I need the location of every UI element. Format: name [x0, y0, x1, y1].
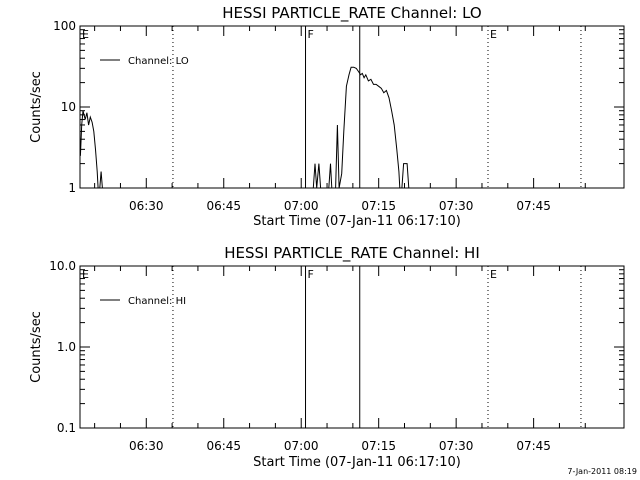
x-tick-label: 07:00 [284, 439, 319, 453]
event-marker-label: E [490, 268, 497, 281]
x-tick-label: 07:45 [516, 199, 551, 213]
legend-label: Channel: HI [128, 296, 186, 307]
x-tick-label: 06:45 [206, 439, 241, 453]
chart-title: HESSI PARTICLE_RATE Channel: HI [224, 244, 480, 263]
y-tick-label: 10 [61, 100, 76, 114]
footer-timestamp: 7-Jan-2011 08:19 [567, 467, 637, 476]
event-marker-label: E [82, 28, 89, 41]
y-tick-label: 1.0 [57, 340, 76, 354]
plot-frame [79, 265, 625, 429]
y-axis-label: Counts/sec [29, 71, 44, 143]
y-axis-label: Counts/sec [29, 311, 44, 383]
x-tick-label: 06:30 [129, 199, 164, 213]
legend-label: Channel: LO [128, 56, 189, 67]
chart-panel-lo: HESSI PARTICLE_RATE Channel: LO 1 10 100 06:… [29, 4, 625, 229]
data-series-line [80, 110, 103, 188]
event-marker-label: E [490, 28, 497, 41]
x-tick-label: 06:30 [129, 439, 164, 453]
x-tick-label: 07:00 [284, 199, 319, 213]
x-tick-label: 07:15 [361, 439, 396, 453]
x-tick-label: 07:30 [439, 439, 474, 453]
plot-frame [79, 25, 625, 189]
event-marker-label: F [308, 28, 314, 41]
x-axis-label: Start Time (07-Jan-11 06:17:10) [253, 214, 461, 229]
x-axis-label: Start Time (07-Jan-11 06:17:10) [253, 455, 461, 470]
y-tick-label: 1 [68, 181, 76, 195]
x-tick-label: 07:45 [516, 439, 551, 453]
x-tick-label: 06:45 [206, 199, 241, 213]
data-series-line [312, 66, 410, 188]
event-marker-label: F [308, 268, 314, 281]
event-marker-label: E [82, 268, 89, 281]
chart-title: HESSI PARTICLE_RATE Channel: LO [222, 4, 481, 23]
y-tick-label: 10.0 [49, 259, 76, 273]
chart-panel-hi: HESSI PARTICLE_RATE Channel: HI 0.1 1.0 10.… [29, 244, 625, 470]
x-tick-label: 07:30 [439, 199, 474, 213]
y-tick-label: 100 [53, 19, 76, 33]
x-tick-label: 07:15 [361, 199, 396, 213]
y-tick-label: 0.1 [57, 421, 76, 435]
